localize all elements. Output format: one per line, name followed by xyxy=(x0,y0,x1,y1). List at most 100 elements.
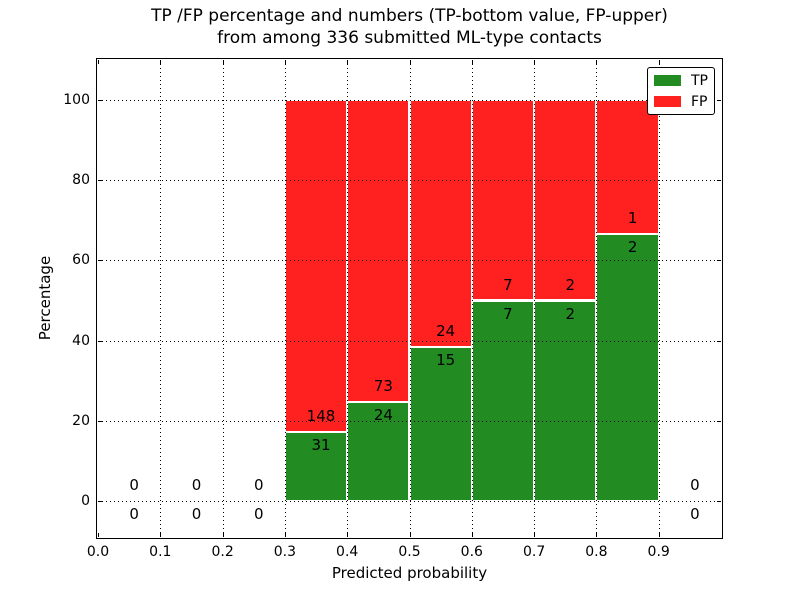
x-tick-mark xyxy=(471,533,473,537)
gridline-horizontal xyxy=(98,500,721,502)
y-tick-mark xyxy=(98,500,102,502)
bar-segment-fp xyxy=(471,100,535,301)
x-tick-label: 0.4 xyxy=(336,544,359,560)
x-tick-mark xyxy=(222,533,224,537)
chart-title: TP /FP percentage and numbers (TP-bottom… xyxy=(98,5,721,49)
y-tick-mark xyxy=(98,260,102,262)
annotation-tp-count: 24 xyxy=(373,405,393,424)
plot-frame xyxy=(96,58,723,539)
y-tick-label: 40 xyxy=(72,332,90,349)
annotation-fp-count: 1 xyxy=(627,208,638,227)
bar-segment-fp xyxy=(409,100,472,347)
x-tick-mark xyxy=(596,533,598,537)
legend-entry-fp: FP xyxy=(654,93,708,110)
x-tick-label: 0.1 xyxy=(149,544,172,560)
annotation-tp-count: 0 xyxy=(129,504,139,523)
x-tick-mark-top xyxy=(160,60,162,64)
x-tick-mark-top xyxy=(658,60,660,64)
bar-segment-tp xyxy=(471,300,535,501)
y-tick-mark-right xyxy=(717,500,721,502)
annotation-fp-count: 73 xyxy=(373,376,393,395)
annotation-tp-count: 2 xyxy=(627,237,638,256)
x-tick-mark xyxy=(409,533,411,537)
y-tick-mark-right xyxy=(717,260,721,262)
x-tick-mark-top xyxy=(596,60,598,64)
x-tick-mark-top xyxy=(347,60,349,64)
annotation-fp-count: 0 xyxy=(254,475,264,494)
chart-title-line2: from among 336 submitted ML-type contact… xyxy=(217,28,602,48)
y-axis-label: Percentage xyxy=(36,255,54,341)
x-tick-label: 0.3 xyxy=(273,544,297,560)
gridline-vertical xyxy=(284,60,286,537)
bar-segment-tp xyxy=(347,401,410,501)
bar-segment-tp xyxy=(534,300,597,501)
gridline-vertical xyxy=(347,60,349,537)
x-tick-mark-top xyxy=(409,60,411,64)
x-tick-mark xyxy=(347,533,349,537)
chart-title-line1: TP /FP percentage and numbers (TP-bottom… xyxy=(151,6,668,26)
annotation-fp-count: 0 xyxy=(191,475,202,494)
x-tick-label: 0.2 xyxy=(211,544,234,560)
y-tick-label: 100 xyxy=(63,92,90,109)
legend-entry-tp: TP xyxy=(654,72,708,89)
x-tick-label: 0.0 xyxy=(86,544,110,560)
x-tick-label: 0.6 xyxy=(460,544,483,560)
annotation-fp-count: 0 xyxy=(690,475,700,494)
x-tick-label: 0.9 xyxy=(647,544,670,560)
annotation-fp-count: 148 xyxy=(306,406,336,425)
bar-segment-tp xyxy=(596,233,659,501)
y-tick-mark-right xyxy=(717,340,721,342)
y-tick-label: 0 xyxy=(81,492,90,509)
annotation-tp-count: 0 xyxy=(690,504,700,523)
gridline-vertical xyxy=(222,60,224,537)
annotation-tp-count: 0 xyxy=(254,504,264,523)
gridline-horizontal xyxy=(98,180,721,182)
legend-label-fp: FP xyxy=(691,93,708,110)
x-tick-mark xyxy=(98,533,99,537)
gridline-vertical xyxy=(658,60,660,537)
y-tick-mark xyxy=(98,340,102,342)
y-tick-mark xyxy=(98,420,102,422)
x-tick-mark-top xyxy=(98,60,99,64)
gridline-horizontal xyxy=(98,260,721,262)
x-tick-label: 0.7 xyxy=(522,544,546,560)
legend: TP FP xyxy=(647,67,715,115)
legend-swatch-tp-icon xyxy=(654,75,681,86)
bar-segment-fp xyxy=(596,100,659,234)
annotation-tp-count: 7 xyxy=(503,304,513,323)
x-tick-label: 0.5 xyxy=(398,544,421,560)
y-tick-label: 20 xyxy=(72,412,90,429)
legend-swatch-fp-icon xyxy=(654,96,681,107)
annotation-fp-count: 0 xyxy=(129,475,139,494)
y-tick-mark xyxy=(98,180,102,182)
annotation-fp-count: 2 xyxy=(565,275,576,294)
y-tick-mark-right xyxy=(717,180,721,182)
x-tick-mark-top xyxy=(222,60,224,64)
y-tick-label: 80 xyxy=(72,172,90,189)
gridline-horizontal xyxy=(98,420,721,422)
gridline-vertical xyxy=(534,60,536,537)
annotation-fp-count: 24 xyxy=(436,321,456,340)
y-tick-mark xyxy=(98,100,102,102)
annotation-tp-count: 31 xyxy=(311,435,331,454)
x-tick-label: 0.8 xyxy=(585,544,608,560)
annotation-tp-count: 2 xyxy=(565,304,576,323)
gridline-vertical xyxy=(471,60,473,537)
gridline-vertical xyxy=(160,60,162,537)
gridline-horizontal xyxy=(98,100,721,102)
gridline-vertical xyxy=(596,60,598,537)
gridline-horizontal xyxy=(98,340,721,342)
annotation-tp-count: 0 xyxy=(191,504,202,523)
x-tick-mark xyxy=(534,533,536,537)
annotation-tp-count: 15 xyxy=(436,350,456,369)
y-tick-mark-right xyxy=(717,420,721,422)
x-tick-mark xyxy=(658,533,660,537)
gridline-vertical xyxy=(409,60,411,537)
annotation-fp-count: 7 xyxy=(503,275,513,294)
x-tick-mark-top xyxy=(471,60,473,64)
x-tick-mark xyxy=(284,533,286,537)
legend-label-tp: TP xyxy=(691,72,708,89)
x-tick-mark-top xyxy=(284,60,286,64)
x-tick-mark-top xyxy=(534,60,536,64)
